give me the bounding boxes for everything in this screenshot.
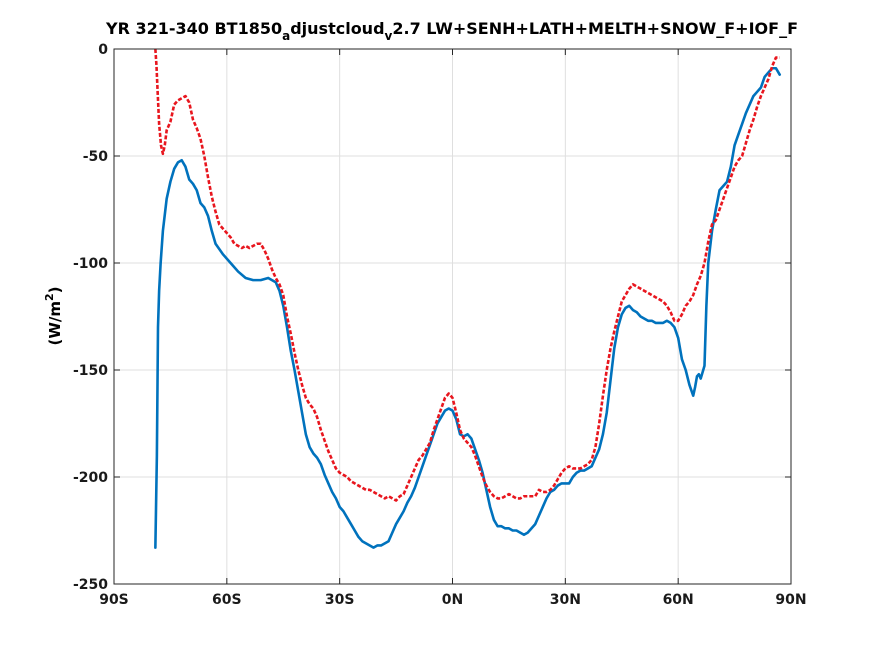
- y-tick-label: -200: [73, 470, 108, 486]
- title-subscript-1: a: [282, 29, 290, 43]
- y-axis-label: (W/m2): [43, 286, 64, 345]
- title-part-1: YR 321-340 BT1850: [105, 19, 282, 38]
- chart-title: YR 321-340 BT1850adjustcloudv2.7 LW+SENH…: [105, 19, 798, 43]
- title-part-2: djustcloud: [290, 19, 384, 38]
- series-line-blue-solid: [154, 66, 782, 549]
- x-tick-label: 0N: [442, 592, 463, 608]
- series-layer: [154, 48, 782, 549]
- grid-lines: [114, 49, 791, 584]
- x-tick-label: 30S: [325, 592, 355, 608]
- y-axis-ticks: 0 -50 -100 -150 -200 -250: [73, 42, 791, 593]
- x-tick-label: 90S: [99, 592, 129, 608]
- title-part-3: 2.7 LW+SENH+LATH+MELTH+SNOW_F+IOF_F: [392, 19, 798, 38]
- y-axis-label-suffix: ): [46, 286, 64, 293]
- y-axis-label-prefix: (W/m: [46, 301, 64, 346]
- x-tick-label: 60N: [663, 592, 694, 608]
- x-tick-label: 60S: [212, 592, 242, 608]
- title-subscript-2: v: [385, 29, 393, 43]
- x-tick-label: 90N: [775, 592, 806, 608]
- y-tick-label: -150: [73, 363, 108, 379]
- y-tick-label: -100: [73, 256, 108, 272]
- y-tick-label: -250: [73, 577, 108, 593]
- x-tick-label: 30N: [550, 592, 581, 608]
- series-line-red-dashed: [154, 48, 780, 502]
- x-axis-ticks: 90S 60S 30S 0N 30N 60N 90N: [99, 49, 807, 608]
- y-axis-label-superscript: 2: [43, 293, 56, 301]
- y-tick-label: -50: [83, 149, 109, 165]
- y-tick-label: 0: [98, 42, 108, 58]
